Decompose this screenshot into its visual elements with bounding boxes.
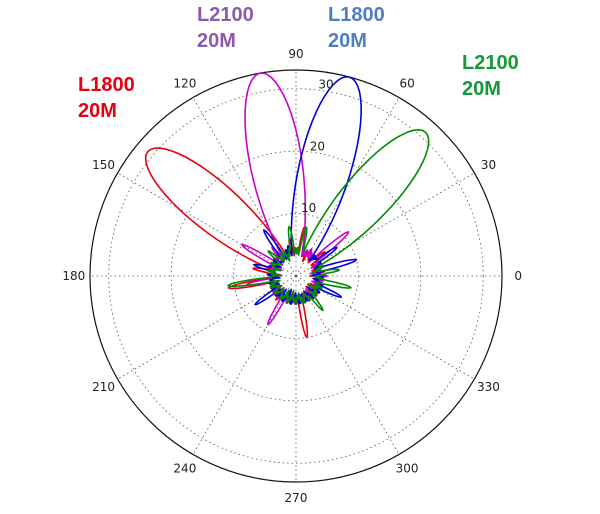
angular-tick-label: 300 (396, 461, 419, 475)
radial-tick-label: 20 (310, 139, 325, 153)
angular-tick-label: 270 (285, 491, 308, 505)
angular-tick-label: 330 (477, 380, 500, 394)
legend-l2100-right: L2100 20M (462, 50, 519, 102)
outer-boundary-circle (89, 69, 503, 483)
angular-grid-spoke (117, 172, 297, 277)
angular-grid-spoke (295, 275, 475, 380)
radial-grid-ring (233, 213, 359, 339)
angular-grid-spoke (295, 275, 400, 455)
pattern-series-s1 (144, 147, 326, 339)
radial-tick-label: 30 (318, 78, 333, 92)
legend-band-label: L2100 (462, 52, 519, 74)
legend-band-label: L1800 (328, 4, 385, 26)
angular-tick-label: 210 (92, 380, 115, 394)
angular-tick-label: 150 (92, 158, 115, 172)
legend-power-label: 20M (328, 30, 367, 52)
angular-tick-label: 90 (288, 47, 303, 61)
pattern-series-s4 (227, 129, 430, 312)
legend-power-label: 20M (78, 100, 117, 122)
legend-band-label: L2100 (197, 4, 254, 26)
angular-grid-spoke (192, 275, 297, 455)
legend-l1800-right: L1800 20M (328, 2, 385, 54)
polar-grid (89, 69, 503, 483)
angular-grid-spoke (295, 172, 475, 277)
radial-grid-ring (108, 88, 484, 464)
radial-tick-label: 10 (301, 201, 316, 215)
legend-l2100-left: L2100 20M (197, 2, 254, 54)
angular-tick-label: 240 (173, 461, 196, 475)
legend-power-label: 20M (462, 78, 501, 100)
angular-grid-spoke (192, 97, 297, 277)
angular-tick-label: 30 (481, 158, 496, 172)
angular-tick-label: 120 (173, 77, 196, 91)
legend-power-label: 20M (197, 30, 236, 52)
angular-grid-spoke (117, 275, 297, 380)
angular-tick-label: 60 (399, 77, 414, 91)
legend-l1800-left: L1800 20M (78, 72, 135, 124)
angular-tick-label: 180 (62, 269, 85, 283)
angular-tick-label: 0 (514, 269, 522, 283)
angular-grid-spoke (295, 97, 400, 277)
radial-grid-ring (170, 150, 422, 402)
pattern-series-s2 (241, 72, 350, 326)
legend-band-label: L1800 (78, 74, 135, 96)
pattern-series-layer (144, 72, 430, 339)
